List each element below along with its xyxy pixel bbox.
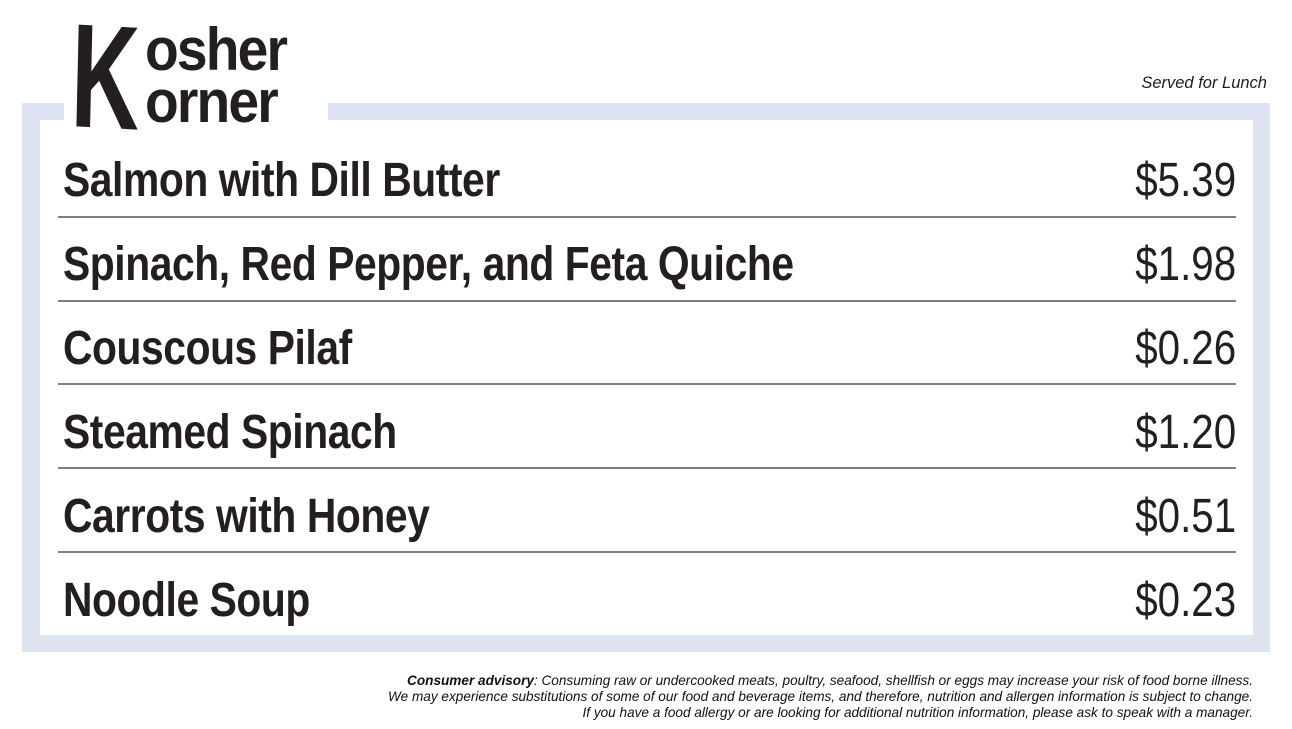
advisory-line-3: If you have a food allergy or are lookin… [582,705,1253,721]
advisory-line-1-rest: : Consuming raw or undercooked meats, po… [533,673,1253,688]
brand-logo: K osher orner [64,0,328,162]
menu-item-price: $1.98 [1135,238,1236,292]
menu-item-name: Couscous Pilaf [63,322,352,376]
consumer-advisory: Consumer advisory: Consuming raw or unde… [253,673,1253,721]
menu-item-name: Salmon with Dill Butter [63,154,500,208]
menu-row: Carrots with Honey $0.51 [58,469,1236,554]
menu-row: Spinach, Red Pepper, and Feta Quiche $1.… [58,218,1236,302]
brand-logo-word-top: osher [144,15,288,83]
advisory-line-2: We may experience substitutions of some … [388,689,1253,705]
menu-row: Noodle Soup $0.23 [58,553,1236,635]
menu-item-price: $0.23 [1135,573,1236,627]
brand-logo-word-bottom: orner [144,67,279,135]
menu-item-price: $5.39 [1135,154,1236,208]
served-for-note: Served for Lunch [1141,74,1267,92]
brand-logo-k: K [69,0,142,163]
menu-card: Salmon with Dill Butter $5.39 Spinach, R… [40,120,1253,635]
menu-item-name: Steamed Spinach [63,405,397,459]
brand-logo-words: osher orner [144,15,298,135]
menu-item-name: Noodle Soup [63,573,310,627]
menu-item-name: Spinach, Red Pepper, and Feta Quiche [63,238,794,292]
menu-row: Couscous Pilaf $0.26 [58,302,1236,386]
menu-item-price: $1.20 [1135,405,1236,459]
advisory-line-1: Consumer advisory: Consuming raw or unde… [253,673,1253,689]
menu-item-price: $0.51 [1135,489,1236,543]
menu-item-price: $0.26 [1135,322,1236,376]
menu-item-name: Carrots with Honey [63,489,430,543]
menu-row: Steamed Spinach $1.20 [58,385,1236,470]
menu-row: Salmon with Dill Butter $5.39 [58,134,1236,218]
advisory-lead: Consumer advisory [407,673,534,688]
